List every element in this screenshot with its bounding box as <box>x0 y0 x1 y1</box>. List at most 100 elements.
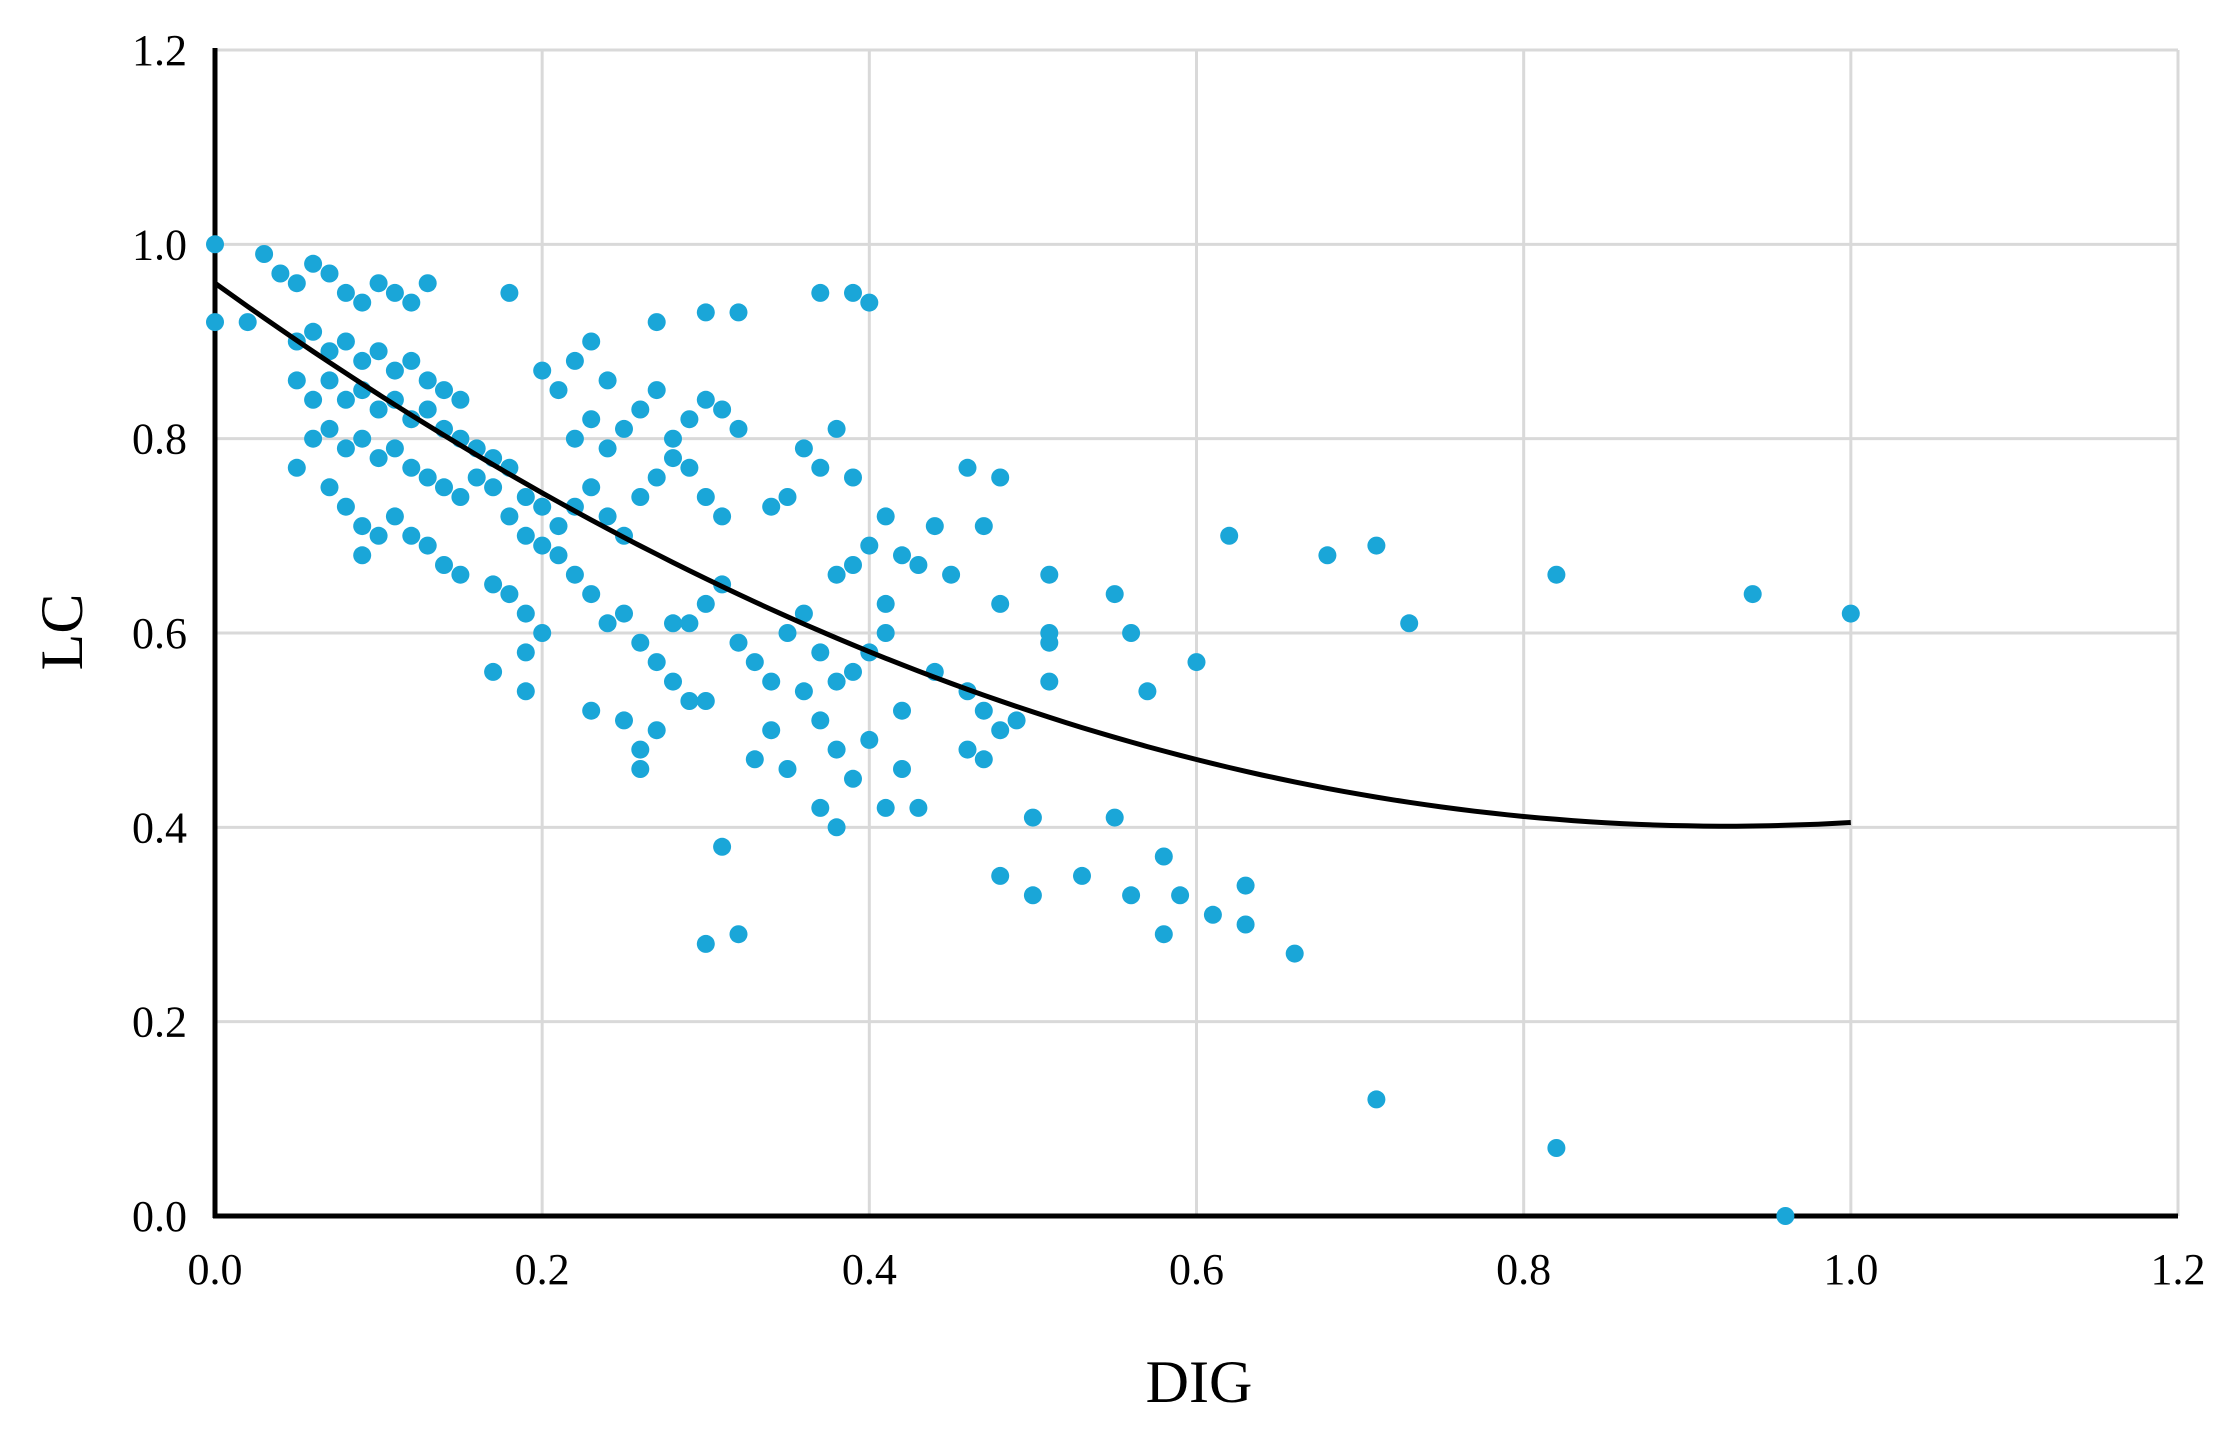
y-tick-label: 0.0 <box>132 1192 187 1241</box>
data-point <box>696 692 715 710</box>
data-point <box>991 721 1010 740</box>
data-point <box>631 633 650 652</box>
data-point <box>1154 925 1173 944</box>
data-point <box>680 410 699 429</box>
data-point <box>304 429 323 448</box>
data-point <box>516 643 535 662</box>
data-point <box>811 283 830 302</box>
data-point <box>320 478 339 497</box>
data-point <box>794 439 813 458</box>
data-point <box>385 361 404 380</box>
data-point <box>647 721 666 740</box>
data-point <box>1007 711 1026 730</box>
data-point <box>500 507 519 526</box>
data-point <box>304 390 323 409</box>
data-point <box>418 371 437 390</box>
data-point <box>1023 886 1042 905</box>
data-point <box>1122 624 1141 642</box>
tick-labels: 0.0 0.2 0.4 0.6 0.8 1.0 1.2 0.0 0.2 0.4 0.6 0.8 1.0 1… <box>132 26 2206 1294</box>
trendline <box>213 281 1851 829</box>
data-point <box>565 565 584 584</box>
data-point <box>320 371 339 390</box>
data-point <box>451 565 470 584</box>
data-point <box>893 701 911 720</box>
data-point <box>500 585 519 604</box>
data-point <box>1073 866 1091 885</box>
data-point <box>1743 585 1762 604</box>
data-point <box>418 536 437 555</box>
data-point <box>844 556 862 574</box>
data-point <box>794 604 813 623</box>
data-point <box>369 449 388 468</box>
y-tick-label: 0.6 <box>132 609 187 658</box>
data-point <box>762 721 781 740</box>
data-point <box>909 556 928 574</box>
data-point <box>336 332 355 351</box>
data-point <box>500 283 519 302</box>
data-point <box>844 283 862 302</box>
data-point <box>287 371 306 390</box>
data-point <box>647 468 666 487</box>
data-point <box>320 264 339 283</box>
data-point <box>1023 808 1042 827</box>
data-point <box>680 458 699 477</box>
data-point <box>811 711 830 730</box>
data-point <box>664 429 682 448</box>
data-point <box>1105 808 1124 827</box>
x-axis-title: DIG <box>1146 1349 1253 1415</box>
data-point <box>647 313 666 332</box>
data-point <box>598 371 617 390</box>
y-tick-label: 1.0 <box>132 220 187 269</box>
x-tick-label: 0.6 <box>1169 1245 1224 1294</box>
data-point <box>435 478 453 497</box>
data-point <box>1187 653 1206 672</box>
data-point <box>484 478 503 497</box>
data-point <box>402 351 421 370</box>
data-point <box>320 342 339 361</box>
data-point <box>435 556 453 574</box>
data-point <box>418 400 437 419</box>
data-point <box>402 458 421 477</box>
data-points <box>206 235 1860 1225</box>
data-point <box>664 449 682 468</box>
data-point <box>353 546 372 565</box>
data-point <box>484 575 503 594</box>
data-point <box>631 760 650 778</box>
data-point <box>598 507 617 526</box>
x-tick-label: 0.2 <box>515 1245 570 1294</box>
data-point <box>1547 565 1566 584</box>
data-point <box>974 750 993 769</box>
data-point <box>255 245 274 263</box>
data-point <box>713 507 732 526</box>
data-point <box>860 730 879 749</box>
data-point <box>1841 604 1860 623</box>
data-point <box>402 293 421 312</box>
data-point <box>647 653 666 672</box>
data-point <box>1400 614 1419 633</box>
data-point <box>385 507 404 526</box>
data-point <box>844 769 862 788</box>
x-tick-label: 1.2 <box>2151 1245 2206 1294</box>
y-axis-title: LC <box>29 594 95 671</box>
data-point <box>827 740 846 759</box>
data-point <box>762 672 781 691</box>
data-point <box>762 497 781 516</box>
data-point <box>647 381 666 400</box>
data-point <box>533 536 552 555</box>
data-point <box>287 274 306 293</box>
data-point <box>582 410 601 429</box>
data-point <box>1154 847 1173 866</box>
data-point <box>664 614 682 633</box>
x-tick-label: 1.0 <box>1823 1245 1878 1294</box>
data-point <box>336 390 355 409</box>
data-point <box>827 672 846 691</box>
data-point <box>811 798 830 817</box>
data-point <box>533 497 552 516</box>
y-tick-label: 0.4 <box>132 803 187 852</box>
data-point <box>631 740 650 759</box>
data-point <box>860 293 879 312</box>
data-point <box>1203 905 1222 924</box>
data-point <box>696 390 715 409</box>
data-point <box>1236 915 1255 934</box>
